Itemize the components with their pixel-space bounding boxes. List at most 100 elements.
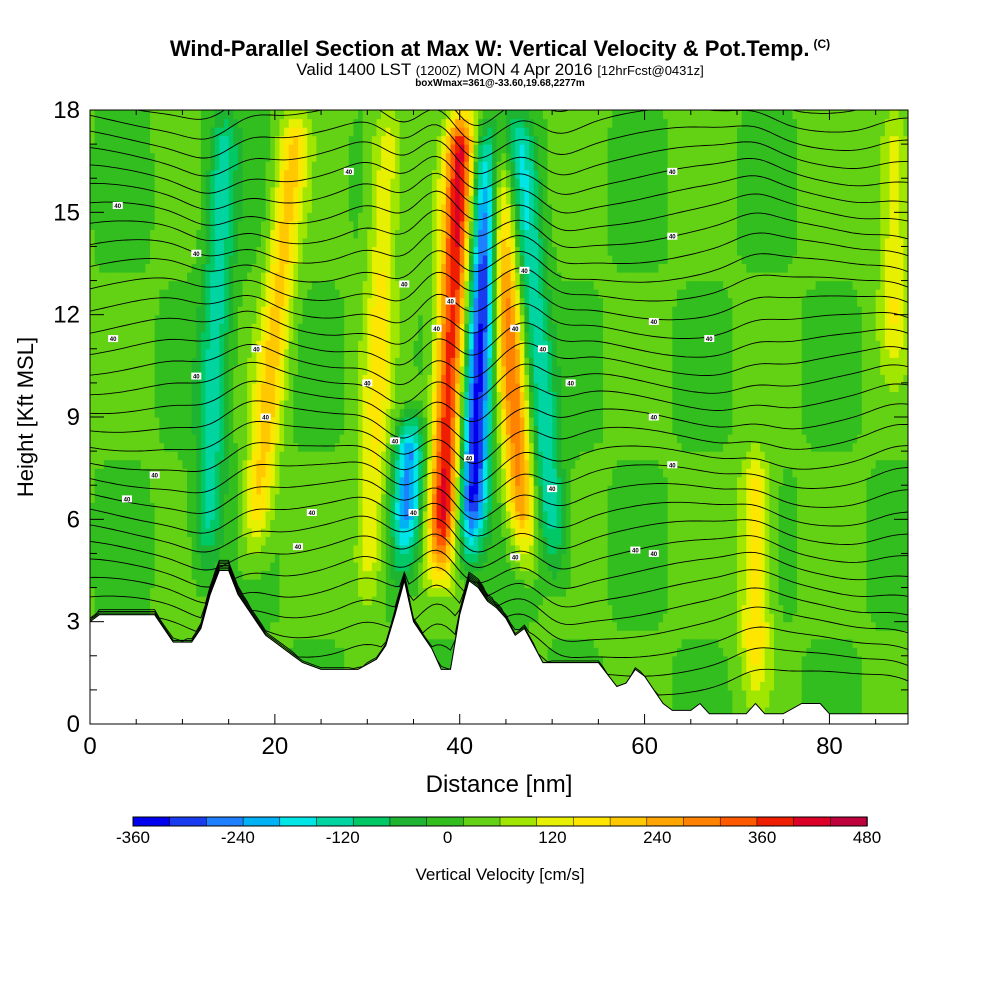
velocity-cell xyxy=(367,417,373,427)
velocity-cell xyxy=(150,348,156,358)
velocity-cell xyxy=(224,340,230,350)
velocity-cell xyxy=(228,476,234,486)
velocity-cell xyxy=(228,135,234,145)
velocity-cell xyxy=(94,425,100,435)
velocity-cell xyxy=(302,536,308,546)
velocity-cell xyxy=(311,297,318,307)
velocity-cell xyxy=(344,280,350,290)
velocity-cell xyxy=(256,314,262,324)
velocity-cell xyxy=(381,331,387,341)
velocity-cell xyxy=(233,161,239,171)
velocity-cell xyxy=(113,468,119,478)
velocity-cell xyxy=(150,331,156,341)
velocity-cell xyxy=(334,254,341,265)
velocity-cell xyxy=(196,306,202,316)
velocity-cell xyxy=(362,178,368,188)
velocity-cell xyxy=(140,527,147,537)
velocity-cell xyxy=(228,502,234,512)
velocity-cell xyxy=(316,144,322,154)
velocity-cell xyxy=(237,127,244,137)
velocity-cell xyxy=(159,161,165,171)
velocity-cell xyxy=(99,485,105,495)
velocity-cell xyxy=(385,340,391,350)
velocity-cell xyxy=(117,391,123,401)
velocity-cell xyxy=(376,237,382,248)
velocity-cell xyxy=(348,220,355,230)
velocity-cell xyxy=(288,468,294,478)
velocity-cell xyxy=(381,451,387,461)
velocity-cell xyxy=(376,229,382,239)
velocity-cell xyxy=(228,314,234,324)
velocity-cell xyxy=(353,237,359,248)
velocity-cell xyxy=(302,263,308,273)
velocity-cell xyxy=(390,161,396,171)
velocity-cell xyxy=(113,596,119,606)
velocity-cell xyxy=(182,152,188,162)
velocity-cell xyxy=(311,357,318,367)
velocity-cell xyxy=(376,434,382,444)
velocity-cell xyxy=(404,502,410,512)
velocity-cell xyxy=(200,536,207,546)
velocity-cell xyxy=(284,289,290,299)
velocity-cell xyxy=(284,169,290,179)
velocity-cell xyxy=(311,314,318,324)
velocity-cell xyxy=(242,459,248,469)
velocity-cell xyxy=(196,280,202,290)
velocity-cell xyxy=(122,152,128,162)
velocity-cell xyxy=(274,306,281,316)
velocity-cell xyxy=(302,527,308,537)
velocity-cell xyxy=(311,169,318,179)
velocity-cell xyxy=(284,161,290,171)
velocity-cell xyxy=(321,161,327,171)
velocity-cell xyxy=(297,382,304,393)
velocity-cell xyxy=(117,579,123,589)
velocity-cell xyxy=(390,263,396,273)
velocity-cell xyxy=(159,212,165,222)
velocity-cell xyxy=(376,254,382,265)
velocity-cell xyxy=(219,161,225,171)
velocity-cell xyxy=(330,587,336,597)
velocity-cell xyxy=(99,220,105,230)
velocity-cell xyxy=(381,553,387,563)
velocity-cell xyxy=(358,263,364,273)
velocity-cell xyxy=(279,544,285,555)
velocity-cell xyxy=(284,570,290,580)
velocity-cell xyxy=(362,596,368,606)
velocity-cell xyxy=(99,212,105,222)
velocity-cell xyxy=(260,536,267,546)
velocity-cell xyxy=(404,272,410,282)
velocity-cell xyxy=(140,212,147,222)
velocity-cell xyxy=(316,451,322,461)
velocity-cell xyxy=(163,161,170,171)
velocity-cell xyxy=(293,306,299,316)
velocity-cell xyxy=(353,127,359,137)
velocity-cell xyxy=(103,152,110,162)
velocity-cell xyxy=(242,510,248,520)
velocity-cell xyxy=(90,254,96,265)
velocity-cell xyxy=(200,127,207,137)
velocity-cell xyxy=(103,297,110,307)
velocity-cell xyxy=(404,135,410,145)
velocity-cell xyxy=(371,272,378,282)
velocity-cell xyxy=(94,331,100,341)
velocity-cell xyxy=(367,476,373,486)
velocity-cell xyxy=(140,127,147,137)
velocity-cell xyxy=(395,374,401,384)
velocity-cell xyxy=(284,152,290,162)
velocity-cell xyxy=(140,417,147,427)
velocity-cell xyxy=(274,357,281,367)
velocity-cell xyxy=(297,127,304,137)
velocity-cell xyxy=(187,374,193,384)
velocity-cell xyxy=(210,451,216,461)
velocity-cell xyxy=(325,127,331,137)
velocity-cell xyxy=(399,382,405,393)
velocity-cell xyxy=(159,544,165,555)
velocity-cell xyxy=(187,417,193,427)
velocity-cell xyxy=(270,399,276,410)
velocity-cell xyxy=(353,186,359,196)
velocity-cell xyxy=(163,570,170,580)
velocity-cell xyxy=(330,399,336,410)
velocity-cell xyxy=(103,331,110,341)
velocity-cell xyxy=(362,323,368,333)
velocity-cell xyxy=(284,579,290,589)
